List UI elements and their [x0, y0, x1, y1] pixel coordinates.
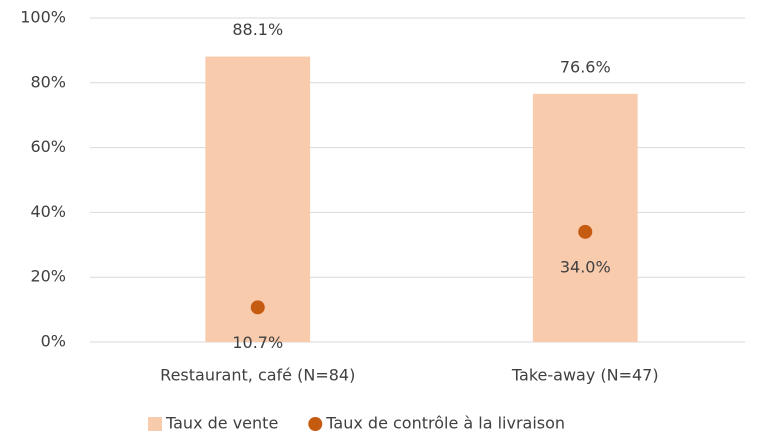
- data-label: 10.7%: [232, 333, 283, 352]
- x-tick-label: Restaurant, café (N=84): [160, 366, 355, 385]
- legend-label: Taux de vente: [165, 414, 278, 433]
- legend-swatch: [308, 417, 323, 431]
- data-label: 34.0%: [560, 257, 611, 276]
- x-tick-label: Take-away (N=47): [511, 366, 659, 385]
- data-label: 88.1%: [232, 20, 283, 39]
- y-tick-label: 20%: [30, 267, 66, 286]
- y-tick-label: 40%: [30, 202, 66, 221]
- dot: [578, 224, 593, 239]
- y-tick-label: 0%: [41, 332, 66, 351]
- legend-swatch: [148, 417, 162, 431]
- y-tick-label: 100%: [20, 8, 66, 27]
- y-tick-label: 80%: [30, 72, 66, 91]
- bar: [205, 56, 311, 342]
- y-tick-label: 60%: [30, 137, 66, 156]
- legend-label: Taux de contrôle à la livraison: [325, 414, 565, 433]
- bar: [532, 93, 638, 342]
- dot: [250, 300, 265, 315]
- data-label: 76.6%: [560, 57, 611, 76]
